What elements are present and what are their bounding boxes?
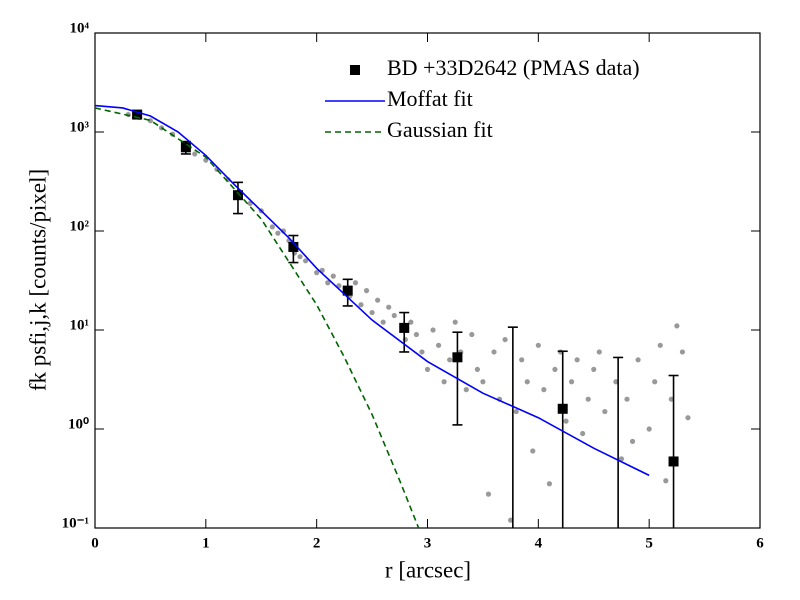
y-tick-label: 10¹: [70, 317, 90, 333]
data-point: [535, 342, 541, 348]
data-point: [552, 366, 558, 372]
data-point: [685, 415, 691, 421]
data-point: [519, 357, 525, 363]
data-point: [275, 230, 281, 236]
x-tick-label: 0: [91, 535, 99, 551]
data-point: [358, 302, 364, 308]
data-point: [419, 349, 425, 355]
data-marker: [557, 403, 568, 414]
data-marker: [508, 533, 518, 543]
legend-label: Gaussian fit: [387, 117, 493, 142]
data-point: [474, 366, 480, 372]
data-point: [380, 319, 386, 325]
data-point: [424, 366, 431, 372]
data-point: [352, 280, 359, 286]
data-point: [652, 379, 658, 385]
data-marker: [132, 109, 143, 120]
data-point: [585, 396, 591, 402]
data-point: [629, 438, 636, 444]
x-axis-label: r [arcsec]: [385, 557, 471, 582]
y-tick-label: 10³: [70, 119, 90, 135]
data-point: [469, 331, 475, 338]
data-point: [546, 481, 553, 487]
data-point: [663, 478, 669, 484]
data-point: [386, 304, 392, 310]
x-tick-label: 1: [202, 535, 210, 551]
data-point: [596, 349, 602, 355]
data-marker: [342, 285, 353, 296]
plot-area: [95, 104, 691, 543]
fit-line: [95, 104, 650, 477]
data-point: [624, 396, 630, 402]
data-marker: [399, 322, 410, 333]
data-point: [330, 273, 336, 279]
data-point: [430, 327, 436, 333]
data-point: [435, 342, 442, 348]
data-point: [363, 288, 370, 294]
data-point: [480, 379, 486, 385]
x-tick-label: 6: [756, 535, 764, 551]
data-point: [302, 258, 309, 264]
data-point: [618, 456, 625, 462]
data-point: [580, 430, 586, 437]
data-marker: [288, 241, 299, 252]
data-point: [463, 387, 469, 393]
data-point: [369, 309, 375, 316]
data-point: [574, 357, 580, 363]
legend-label: Moffat fit: [387, 86, 473, 111]
data-point: [408, 319, 414, 325]
data-point: [568, 379, 575, 385]
data-marker: [668, 456, 679, 467]
x-tick-label: 3: [424, 535, 432, 551]
y-tick-label: 10⁴: [70, 20, 90, 36]
data-point: [602, 408, 608, 415]
data-point: [513, 408, 519, 415]
y-tick-label: 10⁰: [68, 416, 89, 432]
y-tick-label: 10²: [70, 218, 90, 234]
data-point: [613, 379, 619, 385]
data-point: [491, 349, 497, 355]
x-tick-label: 5: [645, 535, 653, 551]
data-point: [413, 331, 420, 338]
data-point: [325, 280, 331, 286]
data-point: [563, 418, 569, 424]
data-point: [375, 297, 381, 303]
data-point: [674, 323, 680, 329]
x-tick-label: 2: [313, 535, 321, 551]
data-point: [269, 224, 275, 230]
y-axis-label: fk psfi,j,k [counts/pixel]: [25, 169, 50, 391]
legend-label: BD +33D2642 (PMAS data): [387, 55, 640, 80]
y-tick-label: 10⁻¹: [62, 515, 89, 531]
data-point: [447, 357, 453, 363]
data-point: [541, 387, 547, 393]
x-tick-label: 4: [535, 535, 543, 551]
legend-marker: [350, 65, 360, 75]
data-point: [668, 396, 674, 402]
data-point: [657, 342, 663, 348]
data-point: [502, 336, 508, 343]
data-point: [391, 312, 397, 319]
data-marker: [613, 533, 623, 543]
data-point: [314, 270, 320, 276]
data-point: [524, 379, 530, 385]
data-point: [297, 254, 303, 260]
data-marker: [452, 352, 463, 363]
data-point: [591, 366, 597, 372]
data-point: [530, 448, 536, 454]
data-point: [441, 379, 447, 385]
data-point: [679, 349, 686, 355]
data-marker: [232, 190, 243, 201]
data-point: [635, 357, 641, 363]
data-marker: [180, 142, 191, 153]
data-point: [452, 319, 458, 325]
data-point: [508, 517, 514, 523]
data-point: [485, 491, 492, 497]
data-point: [192, 151, 198, 157]
data-point: [646, 426, 652, 432]
